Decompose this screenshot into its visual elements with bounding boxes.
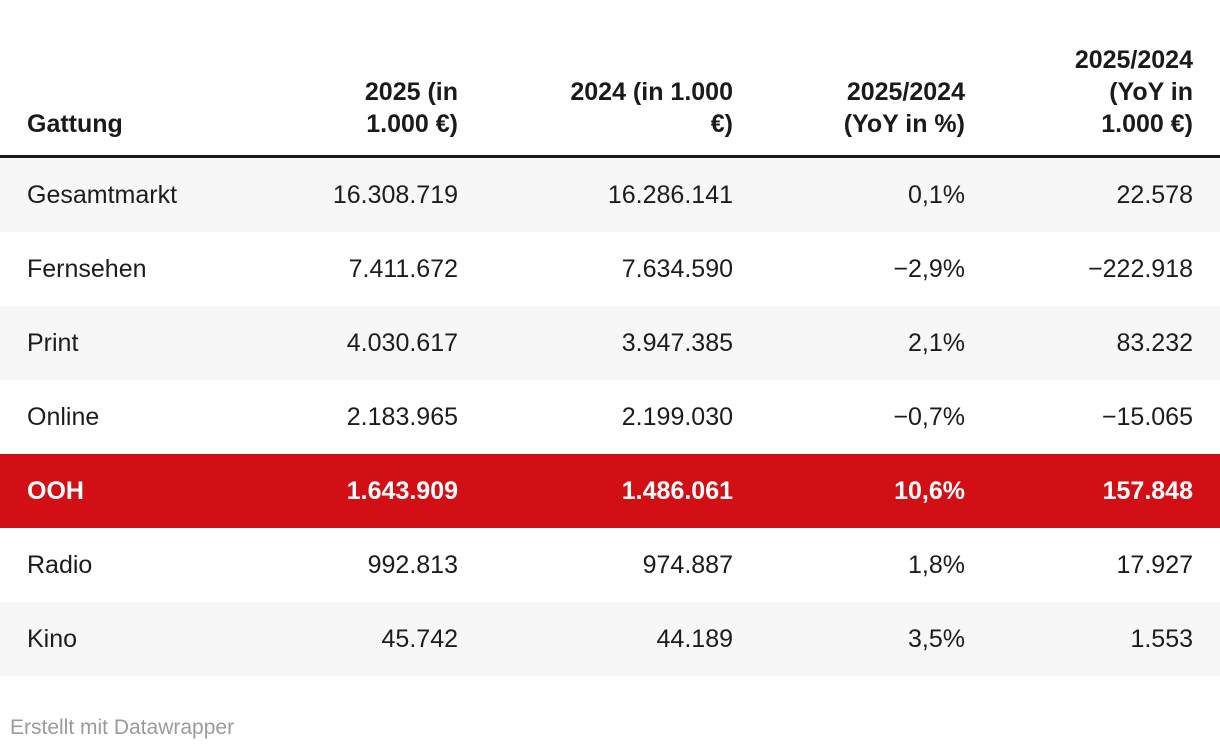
row-label: Online <box>27 402 100 431</box>
value-2025: 45.742 <box>381 624 458 653</box>
column-header-label: 1.000 €) <box>366 110 458 138</box>
column-header-gattung: Gattung <box>27 108 247 140</box>
column-header-2025: 2025 (in 1.000 €) <box>247 76 458 140</box>
value-yoy-percent: 3,5% <box>908 624 965 653</box>
table-row-gesamtmarkt: Gesamtmarkt 16.308.719 16.286.141 0,1% 2… <box>0 158 1220 232</box>
column-header-yoy-percent: 2025/2024 (YoY in %) <box>733 76 965 140</box>
row-label: Fernsehen <box>27 254 147 283</box>
value-2025: 4.030.617 <box>346 328 458 357</box>
table-row-online: Online 2.183.965 2.199.030 −0,7% −15.065 <box>0 380 1220 454</box>
value-yoy-percent: 1,8% <box>908 550 965 579</box>
value-yoy-absolute: 22.578 <box>1116 180 1193 209</box>
column-header-2024: 2024 (in 1.000 €) <box>458 76 733 140</box>
value-2025: 992.813 <box>367 550 458 579</box>
table-row-kino: Kino 45.742 44.189 3,5% 1.553 <box>0 602 1220 676</box>
row-label: OOH <box>27 476 84 505</box>
column-header-label: (YoY in <box>1109 78 1193 106</box>
table-header-row: Gattung 2025 (in 1.000 €) 2024 (in 1.000… <box>0 0 1220 158</box>
table-row-radio: Radio 992.813 974.887 1,8% 17.927 <box>0 528 1220 602</box>
table-row-ooh-highlighted: OOH 1.643.909 1.486.061 10,6% 157.848 <box>0 454 1220 528</box>
value-yoy-absolute: 17.927 <box>1116 550 1193 579</box>
value-yoy-absolute: 157.848 <box>1102 476 1193 505</box>
value-yoy-percent: −2,9% <box>893 254 965 283</box>
column-header-label: 2025 (in <box>364 78 458 106</box>
value-2024: 2.199.030 <box>621 402 733 431</box>
row-label: Radio <box>27 550 93 579</box>
value-2025: 2.183.965 <box>346 402 458 431</box>
value-yoy-percent: 0,1% <box>908 180 965 209</box>
value-yoy-absolute: 83.232 <box>1116 328 1193 357</box>
value-yoy-absolute: −15.065 <box>1101 402 1193 431</box>
column-header-label: €) <box>710 110 733 138</box>
row-label: Kino <box>27 624 78 653</box>
row-label: Print <box>27 328 79 357</box>
column-header-label: 1.000 €) <box>1101 110 1193 138</box>
value-2024: 1.486.061 <box>621 476 733 505</box>
value-2025: 7.411.672 <box>348 254 458 283</box>
column-header-yoy-absolute: 2025/2024 (YoY in 1.000 €) <box>965 44 1193 140</box>
value-2024: 974.887 <box>642 550 733 579</box>
table-row-print: Print 4.030.617 3.947.385 2,1% 83.232 <box>0 306 1220 380</box>
value-2025: 1.643.909 <box>346 476 458 505</box>
value-yoy-percent: −0,7% <box>893 402 965 431</box>
datawrapper-attribution-link[interactable]: Erstellt mit Datawrapper <box>10 716 235 739</box>
value-2024: 7.634.590 <box>621 254 733 283</box>
table-row-fernsehen: Fernsehen 7.411.672 7.634.590 −2,9% −222… <box>0 232 1220 306</box>
row-label: Gesamtmarkt <box>27 180 178 209</box>
value-yoy-percent: 10,6% <box>894 476 965 505</box>
value-2025: 16.308.719 <box>332 180 458 209</box>
column-header-label: 2025/2024 <box>846 78 965 106</box>
value-yoy-percent: 2,1% <box>908 328 965 357</box>
value-2024: 3.947.385 <box>621 328 733 357</box>
column-header-label: (YoY in %) <box>843 110 965 138</box>
value-2024: 44.189 <box>656 624 733 653</box>
column-header-label: 2025/2024 <box>1074 46 1193 74</box>
value-2024: 16.286.141 <box>607 180 733 209</box>
value-yoy-absolute: −222.918 <box>1088 254 1193 283</box>
value-yoy-absolute: 1.553 <box>1130 624 1193 653</box>
column-header-label: 2024 (in 1.000 <box>570 78 733 106</box>
column-header-label: Gattung <box>27 110 123 138</box>
